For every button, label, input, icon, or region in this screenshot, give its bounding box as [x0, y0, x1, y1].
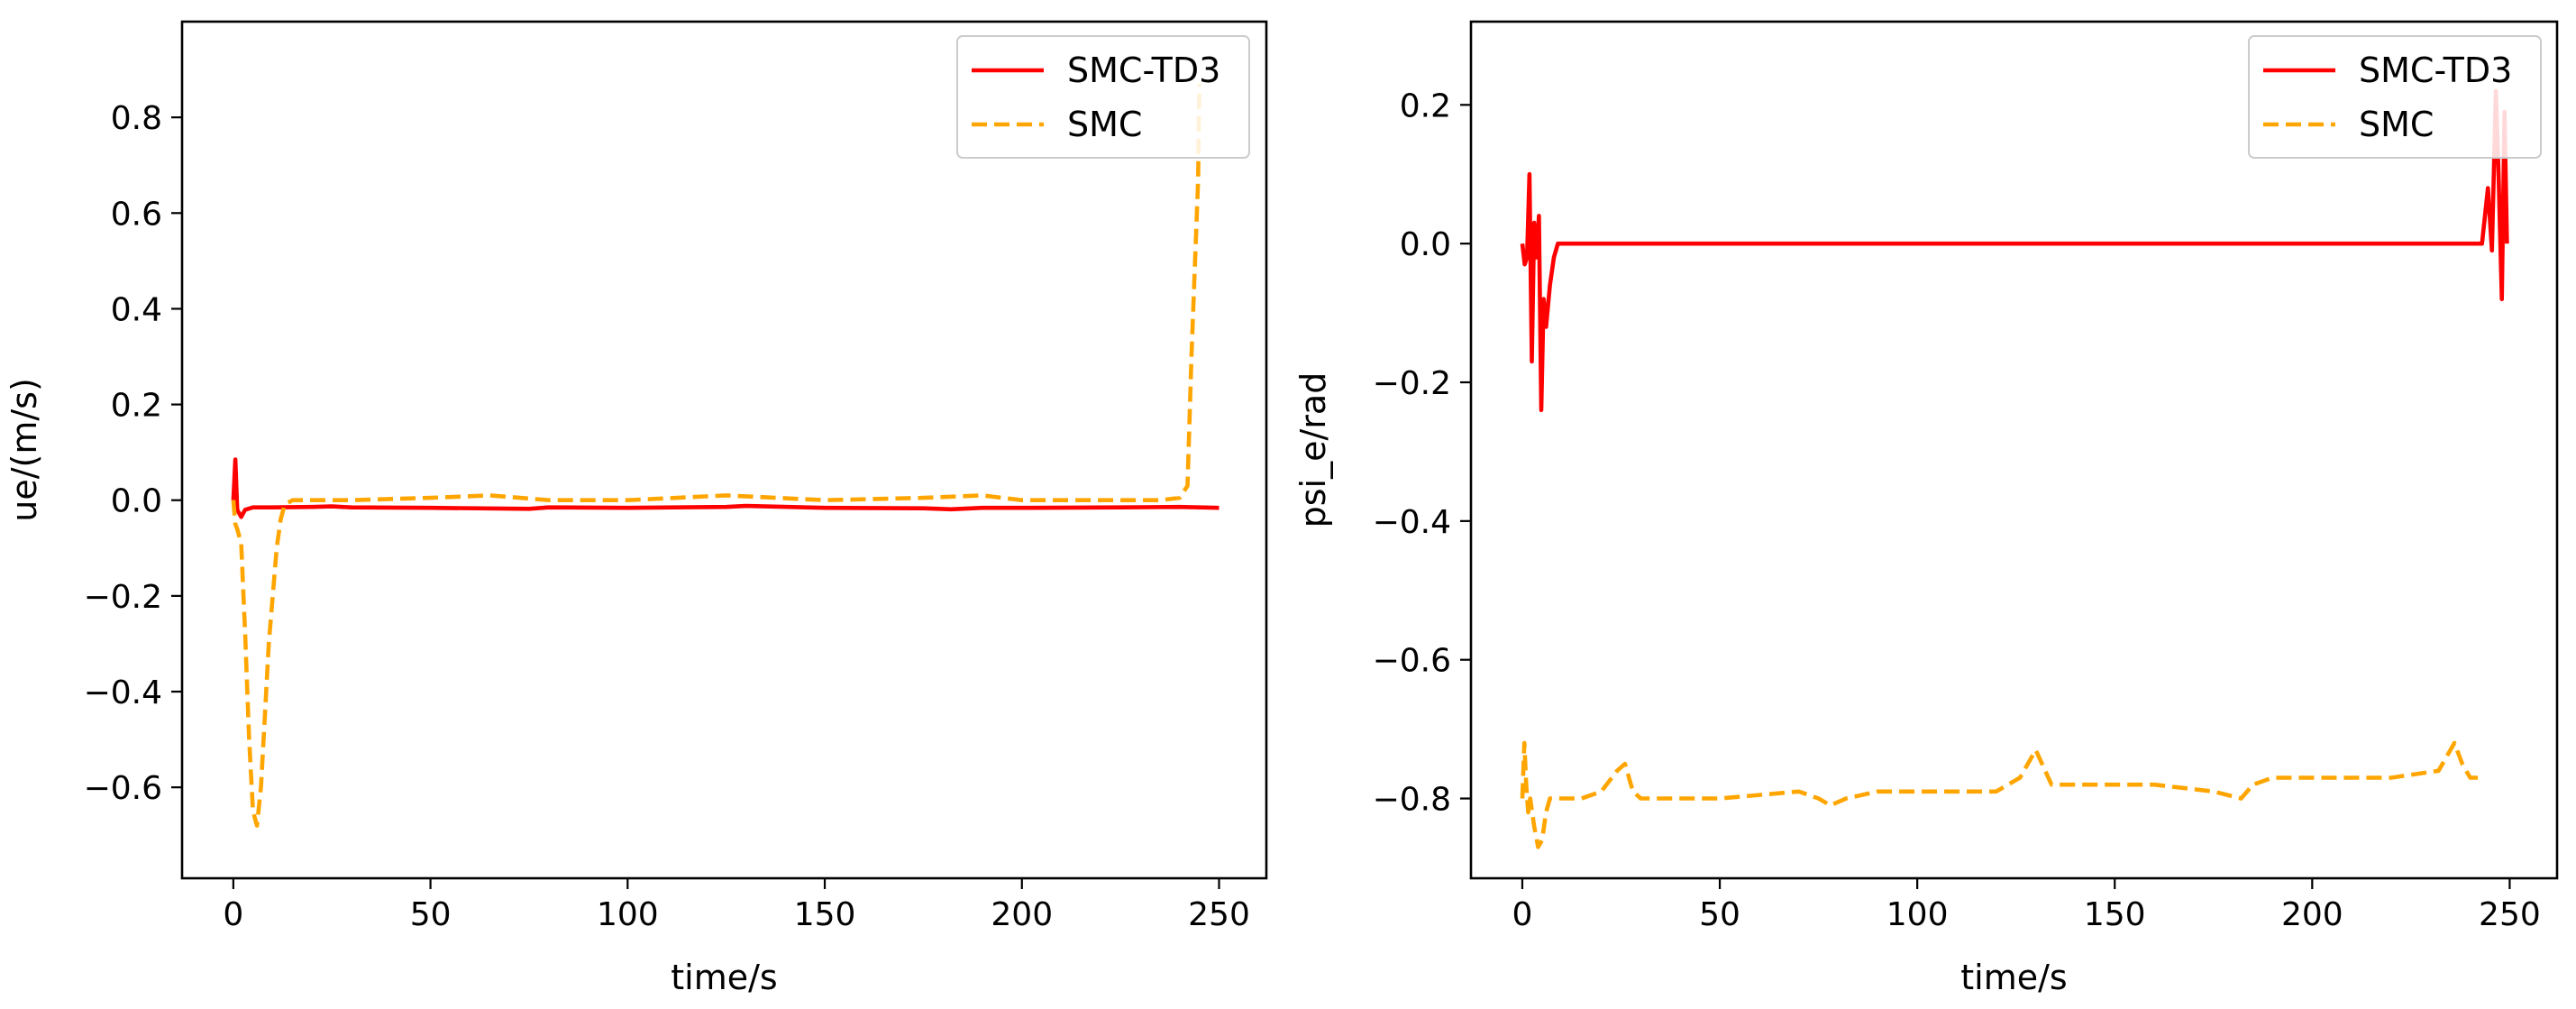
x-tick-label: 200: [991, 896, 1053, 933]
y-tick-label: 0.4: [111, 291, 162, 328]
legend-label: SMC-TD3: [1067, 50, 1220, 90]
series-line-smc: [1520, 740, 2482, 849]
y-tick-label: −0.2: [84, 579, 162, 616]
y-tick-label: 0.2: [111, 388, 162, 425]
legend: SMC-TD3 SMC: [956, 35, 1250, 159]
series-line-smc: [231, 83, 1201, 828]
series-line-smc-td3: [1520, 88, 2509, 413]
legend-box: [2248, 35, 2542, 159]
x-axis-label: time/s: [1960, 958, 2067, 997]
y-tick-label: −0.6: [1373, 643, 1451, 680]
y-tick-label: −0.6: [84, 770, 162, 807]
legend-label: SMC-TD3: [2359, 50, 2512, 90]
y-tick-label: 0.0: [1400, 226, 1451, 263]
x-tick-label: 100: [1886, 896, 1949, 933]
y-tick-label: −0.8: [1373, 782, 1451, 819]
legend-box: [956, 35, 1250, 159]
legend-label: SMC: [1067, 105, 1142, 144]
left-panel-velocity-error: 0 50 100 150 200 250 −0.6 −0.4 −0.2 0.0 0.2 0.4 0.6 0…: [5, 20, 1268, 997]
y-tick-label: 0.6: [111, 196, 162, 233]
x-tick-label: 100: [597, 896, 659, 933]
x-tick-label: 150: [794, 896, 856, 933]
y-tick-label: −0.4: [84, 674, 162, 711]
y-axis-label: ue/(m/s): [5, 378, 44, 522]
right-panel-heading-error: 0 50 100 150 200 250 −0.8 −0.6 −0.4 −0.2 0.0 0.2 tim…: [1293, 20, 2559, 997]
plot-frame: [180, 20, 1268, 880]
x-tick-label: 0: [1512, 896, 1533, 933]
legend: SMC-TD3 SMC: [2248, 35, 2542, 159]
x-tick-label: 250: [1188, 896, 1250, 933]
legend-label: SMC: [2359, 105, 2434, 144]
y-tick-label: 0.8: [111, 100, 162, 137]
x-axis-label: time/s: [671, 958, 777, 997]
y-tick-label: 0.2: [1400, 87, 1451, 124]
x-tick-label: 200: [2281, 896, 2343, 933]
y-tick-label: 0.0: [111, 483, 162, 520]
y-tick-label: −0.2: [1373, 365, 1451, 402]
x-tick-label: 50: [410, 896, 452, 933]
series-line-smc-td3: [231, 457, 1219, 519]
x-tick-label: 150: [2084, 896, 2146, 933]
y-tick-label: −0.4: [1373, 504, 1451, 541]
y-axis-label: psi_e/rad: [1293, 372, 1333, 528]
plot-frame: [1469, 20, 2559, 880]
x-tick-label: 50: [1699, 896, 1740, 933]
x-tick-label: 0: [223, 896, 243, 933]
x-tick-label: 250: [2479, 896, 2541, 933]
